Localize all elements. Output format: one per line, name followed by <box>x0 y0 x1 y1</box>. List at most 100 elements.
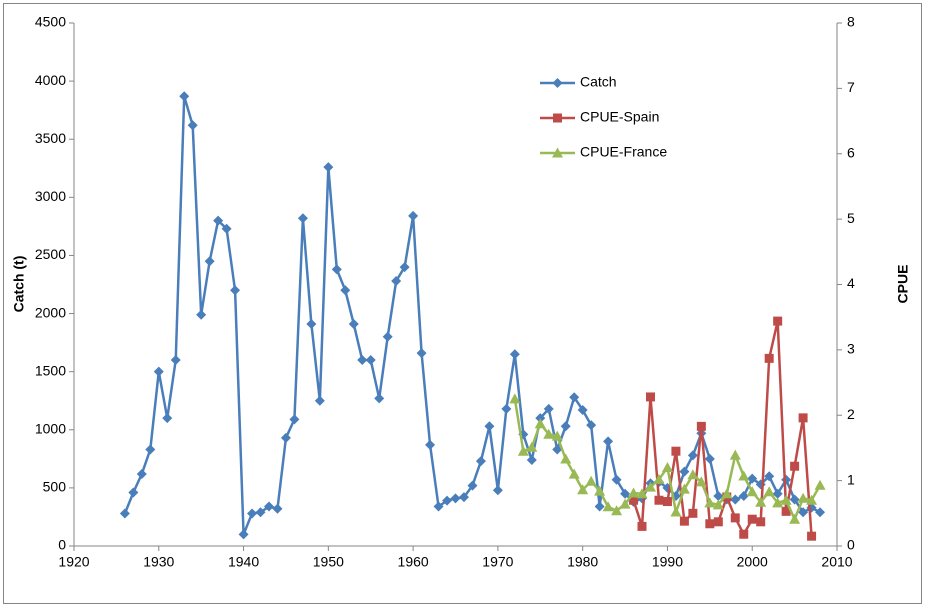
marker <box>644 481 656 492</box>
y-tick-label: 1500 <box>35 362 66 378</box>
marker <box>458 492 469 503</box>
marker <box>442 495 453 506</box>
marker <box>425 439 436 450</box>
marker <box>773 316 783 326</box>
marker <box>764 353 774 363</box>
marker <box>738 491 749 502</box>
marker <box>433 501 444 512</box>
marker <box>382 331 393 342</box>
x-tick-label: 2010 <box>821 554 852 570</box>
marker <box>798 507 809 518</box>
marker <box>331 264 342 275</box>
marker <box>569 392 580 403</box>
y2-tick-label: 6 <box>847 144 855 160</box>
y-tick-label: 3000 <box>35 188 66 204</box>
marker <box>230 285 241 296</box>
marker <box>553 113 562 123</box>
marker <box>738 470 750 481</box>
marker <box>637 521 647 531</box>
marker <box>789 513 801 524</box>
marker <box>526 441 538 452</box>
y2-tick-label: 0 <box>847 537 855 553</box>
marker <box>654 495 664 505</box>
marker <box>399 262 410 273</box>
marker <box>756 517 766 527</box>
marker <box>119 508 130 519</box>
marker <box>594 485 606 496</box>
marker <box>128 487 139 498</box>
y-tick-label: 2000 <box>35 304 66 320</box>
marker <box>543 403 554 414</box>
marker <box>603 436 614 447</box>
y2-tick-label: 5 <box>847 210 855 226</box>
marker <box>704 453 715 464</box>
marker <box>585 475 597 486</box>
marker <box>153 366 164 377</box>
legend-label: CPUE-Spain <box>580 109 659 125</box>
marker <box>747 473 758 484</box>
marker <box>467 480 478 491</box>
marker <box>272 503 283 514</box>
marker <box>314 395 325 406</box>
marker <box>602 501 614 512</box>
marker <box>755 496 767 507</box>
x-tick-label: 1990 <box>652 554 683 570</box>
legend-label: CPUE-France <box>580 144 667 160</box>
y-tick-label: 1000 <box>35 420 66 436</box>
x-tick-label: 1940 <box>228 554 259 570</box>
marker <box>170 355 181 366</box>
marker <box>806 494 818 505</box>
x-tick-label: 1970 <box>482 554 513 570</box>
marker <box>653 473 665 484</box>
marker <box>179 91 190 102</box>
marker <box>484 421 495 432</box>
x-tick-label: 1950 <box>313 554 344 570</box>
marker <box>662 497 672 507</box>
marker <box>475 456 486 467</box>
marker <box>687 469 699 480</box>
marker <box>586 420 597 431</box>
marker <box>255 507 266 518</box>
marker <box>704 497 716 508</box>
marker <box>636 488 648 499</box>
y2-tick-label: 2 <box>847 406 855 422</box>
marker <box>772 488 783 499</box>
x-tick-label: 1930 <box>143 554 174 570</box>
marker <box>730 513 740 523</box>
marker <box>577 405 588 416</box>
marker <box>797 492 809 503</box>
marker <box>348 319 359 330</box>
marker <box>289 414 300 425</box>
marker <box>297 213 308 224</box>
marker <box>509 349 520 360</box>
y-tick-label: 500 <box>43 479 67 495</box>
marker <box>661 462 673 473</box>
marker <box>221 223 232 234</box>
marker <box>807 531 817 541</box>
marker <box>416 348 427 359</box>
marker <box>280 432 291 443</box>
marker <box>187 120 198 131</box>
y2-tick-label: 4 <box>847 275 855 291</box>
marker <box>678 483 690 494</box>
marker <box>815 507 826 518</box>
x-tick-label: 1920 <box>58 554 89 570</box>
marker <box>671 446 681 456</box>
marker <box>517 445 529 456</box>
marker <box>628 487 640 498</box>
marker <box>594 501 605 512</box>
marker <box>620 488 631 499</box>
marker <box>492 485 503 496</box>
x-tick-label: 2000 <box>737 554 768 570</box>
marker <box>501 403 512 414</box>
marker <box>323 162 334 173</box>
y2-tick-label: 7 <box>847 79 855 95</box>
marker <box>213 215 224 226</box>
marker <box>695 476 707 487</box>
marker <box>340 285 351 296</box>
marker <box>721 488 733 499</box>
y2-tick-label: 3 <box>847 341 855 357</box>
marker <box>781 506 791 516</box>
marker <box>560 453 572 464</box>
